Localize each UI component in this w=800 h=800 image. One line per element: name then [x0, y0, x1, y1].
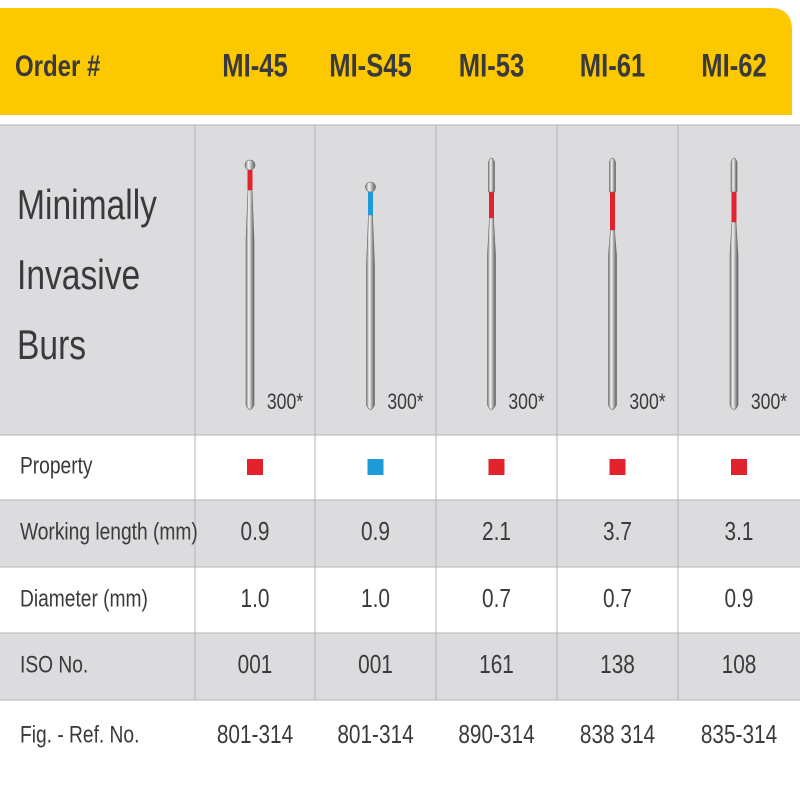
product-code: MI-62 [701, 49, 766, 84]
cell-value: 0.7 [603, 584, 632, 613]
row-bg [0, 633, 800, 700]
cell-value: 161 [479, 650, 514, 679]
cell-value: 0.9 [725, 584, 754, 613]
cell-value: 1.0 [361, 584, 390, 613]
property-swatch [367, 459, 384, 475]
shank-label: 300* [508, 390, 544, 414]
title-line: Burs [17, 323, 86, 369]
bur-shank [608, 229, 617, 410]
bur-band [489, 192, 494, 218]
row-label: Property [20, 451, 93, 479]
bur-head [365, 181, 376, 193]
shank-label: 300* [629, 390, 665, 414]
cell-value: 801-314 [337, 720, 413, 749]
bur-band [368, 192, 373, 215]
product-code: MI-S45 [329, 49, 411, 84]
bur-shank [487, 217, 496, 410]
bur-head [609, 157, 616, 193]
cell-value: 3.7 [603, 517, 632, 546]
row-label: Working length (mm) [20, 517, 198, 545]
row-bg [0, 500, 800, 567]
cell-value: 138 [600, 650, 635, 679]
product-code: MI-53 [459, 49, 524, 84]
property-swatch [731, 459, 747, 475]
product-code: MI-45 [222, 49, 287, 84]
cell-value: 001 [238, 650, 273, 679]
cell-value: 838 314 [580, 720, 655, 749]
row-label: Diameter (mm) [20, 584, 148, 612]
cell-value: 0.7 [482, 584, 511, 613]
bur-shank [245, 189, 255, 410]
shank-label: 300* [267, 390, 303, 414]
cell-value: 801-314 [217, 720, 293, 749]
row-label: ISO No. [20, 650, 88, 678]
image-row-bg [0, 125, 800, 435]
header-label: Order # [15, 48, 100, 82]
cell-value: 3.1 [725, 517, 754, 546]
row-label: Fig. - Ref. No. [20, 720, 139, 748]
cell-value: 001 [358, 650, 393, 679]
product-code: MI-61 [580, 49, 645, 84]
shank-label: 300* [751, 390, 787, 414]
cell-value: 1.0 [241, 584, 270, 613]
shank-label: 300* [387, 390, 423, 414]
bur-head [488, 157, 495, 193]
cell-value: 890-314 [458, 720, 534, 749]
header-band [0, 8, 792, 115]
bur-head [730, 157, 738, 193]
cell-value: 0.9 [241, 517, 270, 546]
cell-value: 108 [722, 650, 757, 679]
bur-band [731, 192, 737, 222]
cell-value: 2.1 [482, 517, 511, 546]
cell-value: 835-314 [701, 720, 777, 749]
title-line: Invasive [17, 253, 140, 299]
bur-band [610, 192, 615, 230]
property-swatch [488, 459, 505, 475]
bur-shank [366, 214, 375, 410]
bur-head [244, 159, 256, 171]
bur-shank [729, 221, 739, 410]
property-swatch [247, 459, 263, 475]
property-swatch [609, 459, 626, 475]
title-line: Minimally [17, 183, 157, 229]
bur-band [247, 170, 253, 190]
cell-value: 0.9 [361, 517, 390, 546]
